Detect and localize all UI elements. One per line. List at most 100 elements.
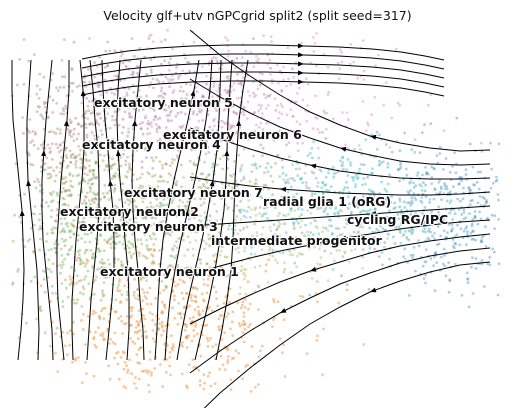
cell-point [171, 348, 175, 352]
cell-point [354, 217, 358, 221]
cell-point [371, 190, 375, 194]
cell-point [138, 176, 142, 180]
cell-point [55, 165, 59, 169]
cell-point [428, 201, 431, 204]
cell-point [161, 96, 165, 100]
cell-point [221, 245, 224, 249]
cell-point [60, 254, 64, 257]
cell-point [204, 152, 208, 156]
cell-point [133, 54, 136, 58]
cell-point [306, 82, 310, 86]
cell-point [282, 213, 286, 217]
cell-point [22, 131, 25, 135]
cell-point [238, 209, 242, 213]
cell-point [99, 129, 103, 133]
cell-point [124, 273, 128, 277]
cell-point [248, 193, 252, 197]
cell-point [189, 214, 193, 218]
cell-point [448, 190, 452, 194]
cell-point [180, 291, 184, 295]
cell-point [349, 243, 353, 246]
cell-point [94, 197, 98, 201]
cell-point [335, 249, 339, 252]
cell-point [160, 320, 164, 324]
cell-point [139, 273, 142, 277]
cell-point [311, 233, 315, 237]
cell-point [69, 153, 73, 157]
cell-point [77, 182, 81, 186]
cell-point [380, 161, 384, 164]
cell-point [207, 274, 211, 277]
cell-point [211, 128, 215, 132]
cell-point [190, 178, 194, 182]
cell-point [448, 278, 452, 282]
cell-point [458, 243, 462, 247]
cell-point [102, 338, 106, 342]
cell-point [379, 201, 383, 205]
cell-point [145, 297, 148, 300]
cell-point [160, 311, 164, 315]
cell-point [215, 109, 219, 113]
cell-point [368, 243, 371, 247]
cell-point [64, 104, 67, 108]
cell-point [121, 61, 125, 65]
cell-point [476, 201, 480, 205]
cell-point [331, 268, 335, 271]
cell-point [409, 212, 413, 216]
cell-point [148, 106, 152, 110]
cell-point [322, 210, 326, 214]
cell-point [81, 220, 85, 224]
cell-point [64, 107, 68, 110]
cell-point [115, 269, 119, 273]
cell-point [235, 112, 239, 116]
cell-point [96, 83, 100, 87]
cell-point [98, 260, 102, 264]
cell-point [371, 230, 374, 234]
cell-point [89, 248, 93, 252]
cell-point [343, 251, 347, 255]
cell-point [403, 215, 407, 219]
cell-point [428, 198, 432, 201]
cell-point [151, 312, 154, 316]
cell-point [36, 147, 40, 151]
cell-point [187, 61, 191, 65]
cell-point [477, 187, 481, 191]
cell-point [75, 259, 78, 262]
cell-point [282, 270, 286, 274]
cell-point [183, 112, 187, 116]
cell-point [125, 244, 129, 248]
cell-point [81, 292, 85, 296]
cell-point [291, 253, 295, 257]
cell-point [83, 251, 87, 255]
cell-point [288, 250, 292, 253]
cell-point [197, 119, 201, 123]
cell-point [146, 171, 150, 174]
cell-point [398, 199, 402, 203]
cell-point [108, 189, 112, 193]
cell-point [16, 83, 19, 87]
cell-point [93, 145, 96, 148]
cell-point [201, 119, 205, 122]
cell-point [152, 86, 155, 90]
cell-point [383, 228, 387, 232]
cell-point [410, 227, 414, 231]
cell-point [493, 227, 496, 231]
cell-point [152, 118, 156, 122]
cell-point [145, 247, 149, 251]
cell-point [408, 181, 411, 185]
cell-point [84, 126, 88, 129]
cell-point [184, 336, 188, 339]
cell-point [373, 247, 376, 251]
cell-point [341, 167, 345, 171]
cell-point [475, 180, 479, 184]
cell-point [448, 279, 452, 282]
cell-point [200, 108, 204, 112]
cell-point [266, 281, 270, 284]
cell-point [473, 183, 476, 187]
cell-point [50, 228, 54, 232]
cell-point [215, 226, 219, 230]
cluster-label: excitatory neuron 2 [60, 204, 199, 219]
cell-point [176, 189, 180, 193]
cell-point [47, 115, 50, 119]
cell-point [93, 75, 97, 79]
